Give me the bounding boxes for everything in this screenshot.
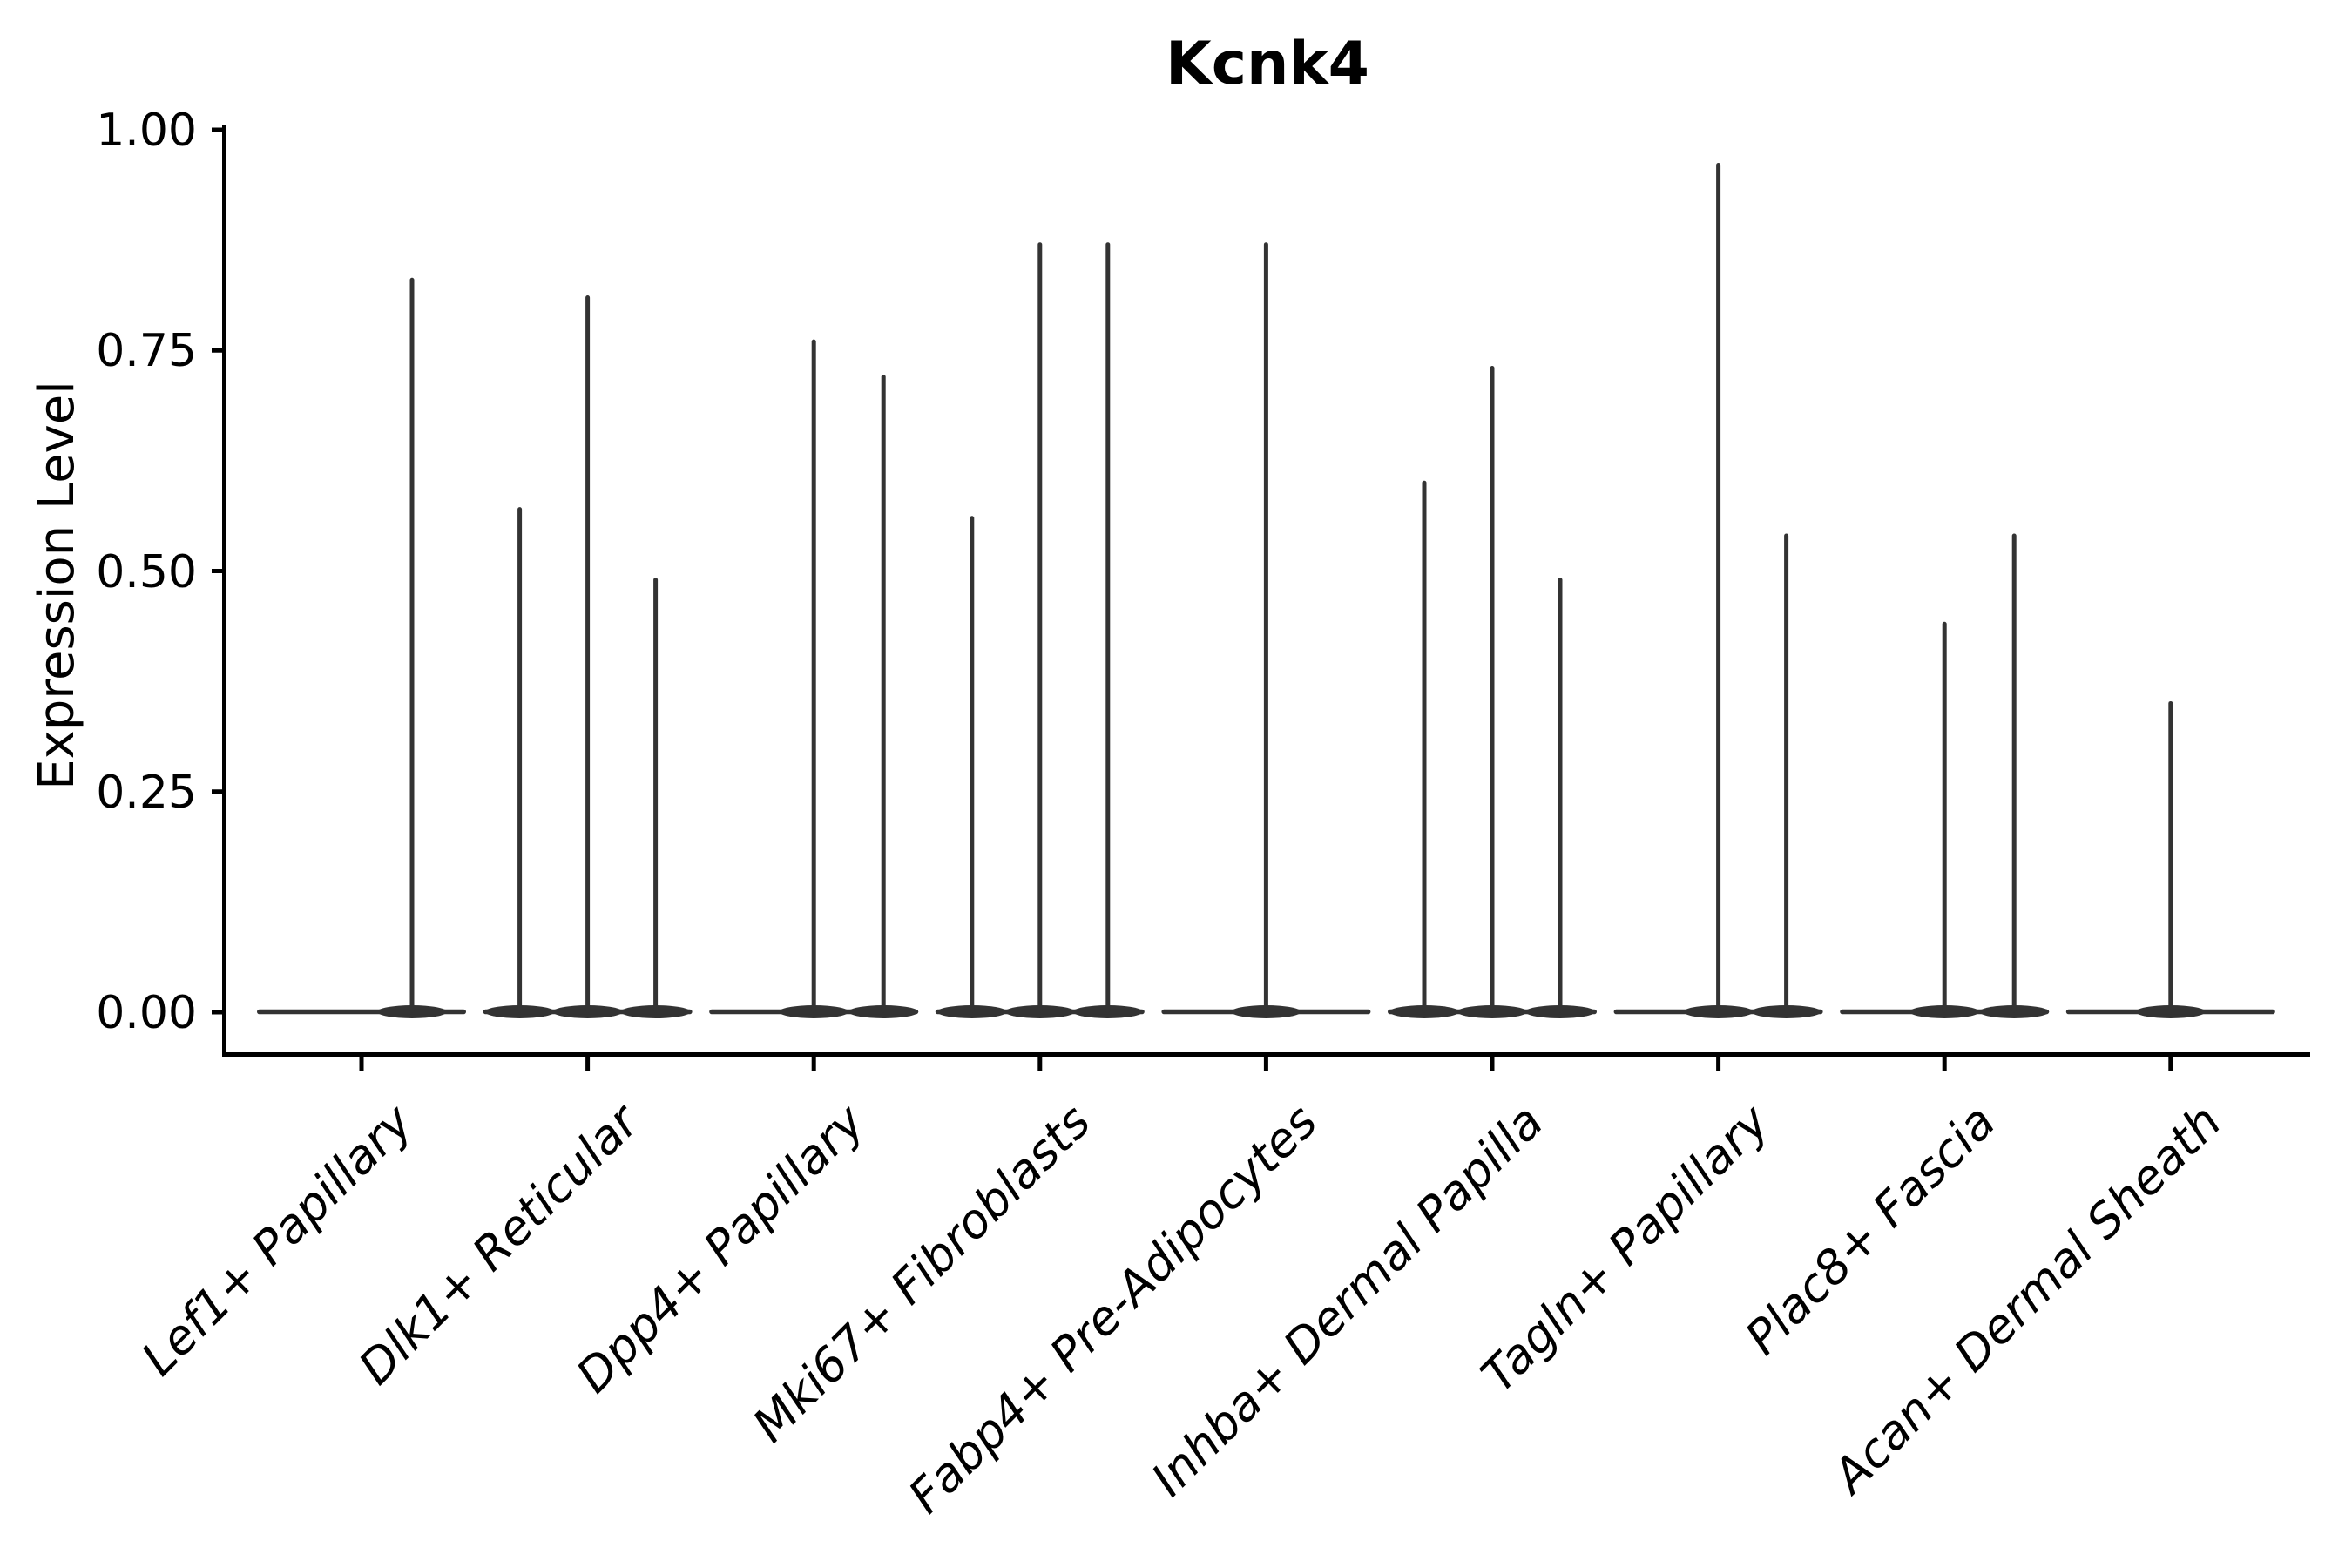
y-tick-label: 0.75 (96, 325, 197, 378)
violin-body (257, 1009, 466, 1015)
y-tick-label: 0.00 (96, 987, 197, 1039)
y-tick-label: 1.00 (96, 105, 197, 157)
y-tick-label: 0.50 (96, 545, 197, 598)
y-tick-label: 0.25 (96, 766, 197, 819)
chart-title: Kcnk4 (1166, 30, 1369, 98)
